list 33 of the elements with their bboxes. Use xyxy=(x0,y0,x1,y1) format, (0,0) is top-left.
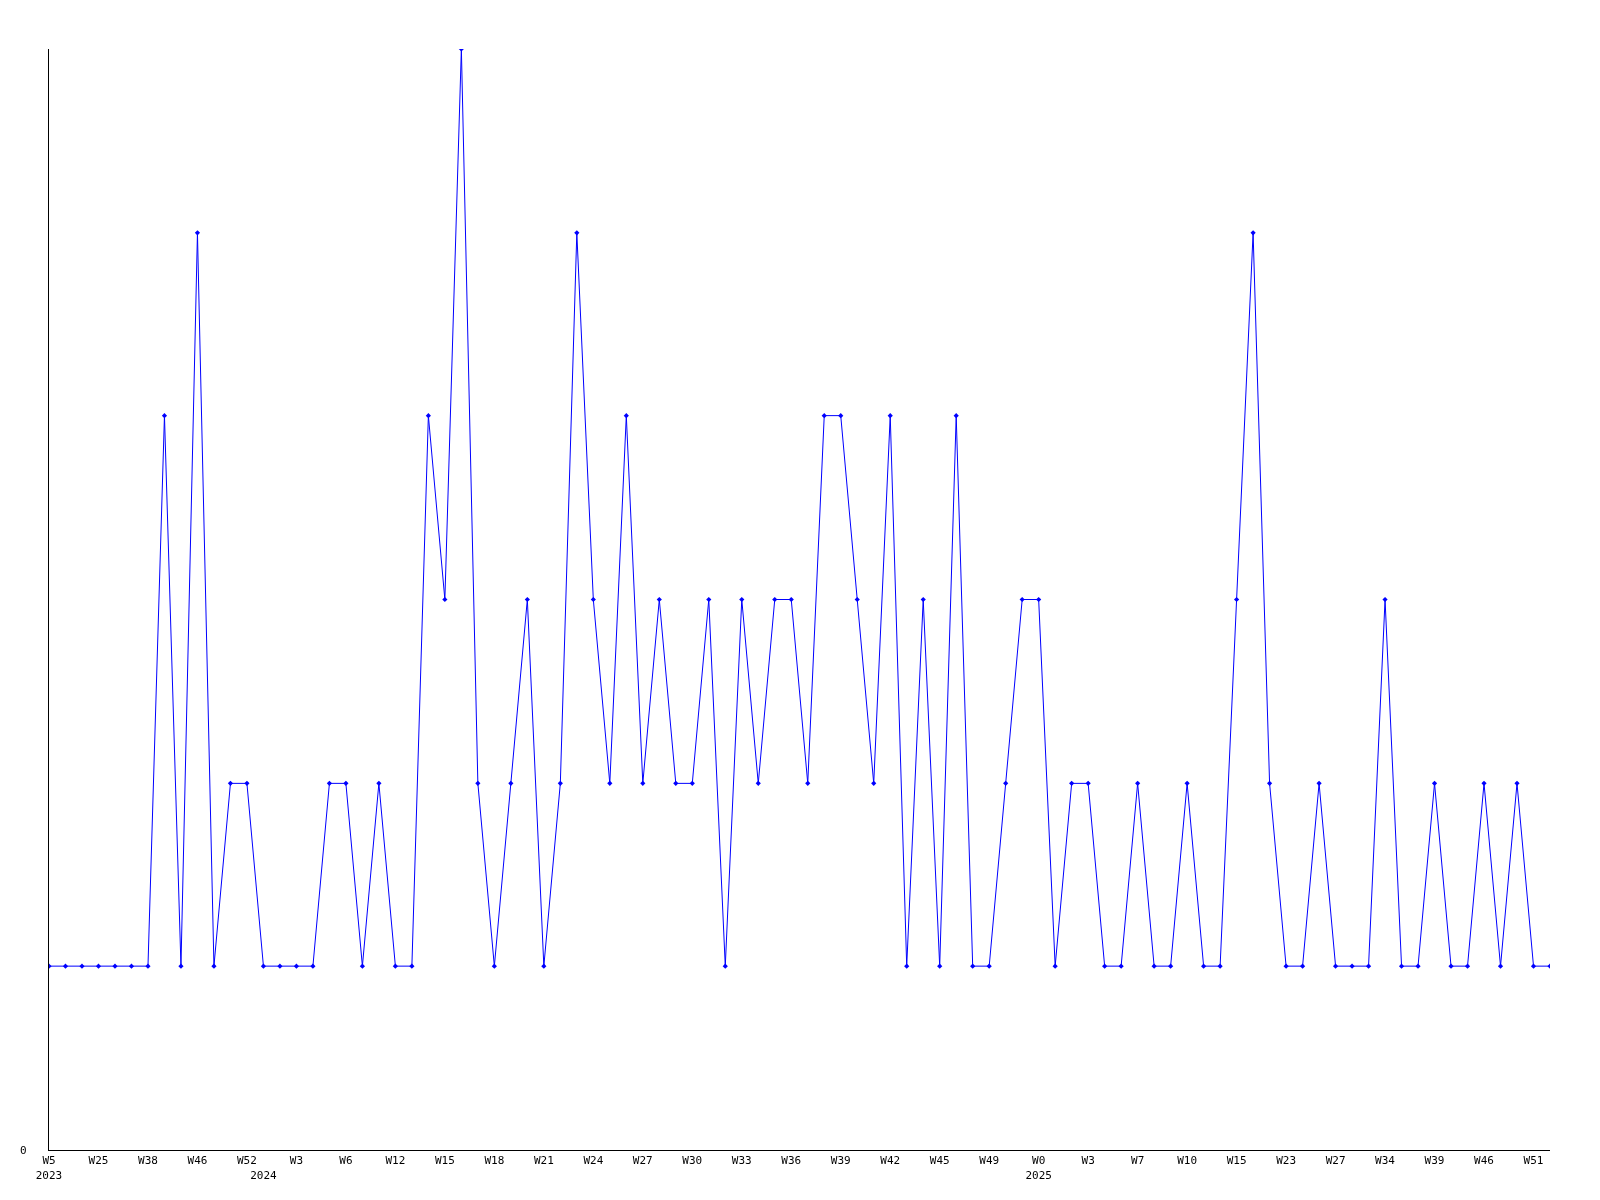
x-tick-label: W23 xyxy=(1276,1154,1297,1168)
x-tick-label: W45 xyxy=(929,1154,950,1168)
x-tick-label: 2024 xyxy=(250,1168,278,1182)
x-tick-label: W15 xyxy=(1226,1154,1247,1168)
x-tick-label: W33 xyxy=(731,1154,752,1168)
x-tick-label: W39 xyxy=(1424,1154,1445,1168)
x-tick-label: W0 2025 xyxy=(1025,1154,1052,1182)
x-tick-label: W46 xyxy=(187,1154,208,1168)
x-tick-label: W49 xyxy=(979,1154,1000,1168)
x-tick-label: W3 xyxy=(1081,1154,1095,1168)
x-tick-label: W15 xyxy=(434,1154,455,1168)
x-tick-label: W24 xyxy=(583,1154,604,1168)
x-tick-label: W39 xyxy=(830,1154,851,1168)
x-tick-label: W3 xyxy=(289,1154,304,1168)
x-tick-label: W10 xyxy=(1177,1154,1198,1168)
x-tick-label: W51 xyxy=(1523,1154,1544,1168)
x-tick-label: W27 xyxy=(632,1154,653,1168)
text: 0 xyxy=(20,1144,27,1157)
x-tick-label: W34 xyxy=(1375,1154,1396,1168)
x-tick-label: W52 xyxy=(236,1154,257,1168)
x-tick-label: W46 xyxy=(1474,1154,1494,1168)
x-tick-label: W25 xyxy=(88,1154,109,1168)
x-tick-label: W21 xyxy=(533,1154,554,1168)
x-tick-label: W5 2023 xyxy=(35,1154,63,1182)
x-tick-label: W27 xyxy=(1325,1154,1346,1168)
x-tick-label: W6 xyxy=(339,1154,353,1168)
x-tick-label: W36 xyxy=(781,1154,802,1168)
x-tick-label: W18 xyxy=(484,1154,505,1168)
x-tick-label: W7 xyxy=(1131,1154,1145,1168)
x-tick-label: W42 xyxy=(880,1154,901,1168)
x-tick-label: W30 xyxy=(682,1154,703,1168)
x-tick-label: W38 xyxy=(138,1154,158,1168)
x-tick-label: W12 xyxy=(385,1154,406,1168)
